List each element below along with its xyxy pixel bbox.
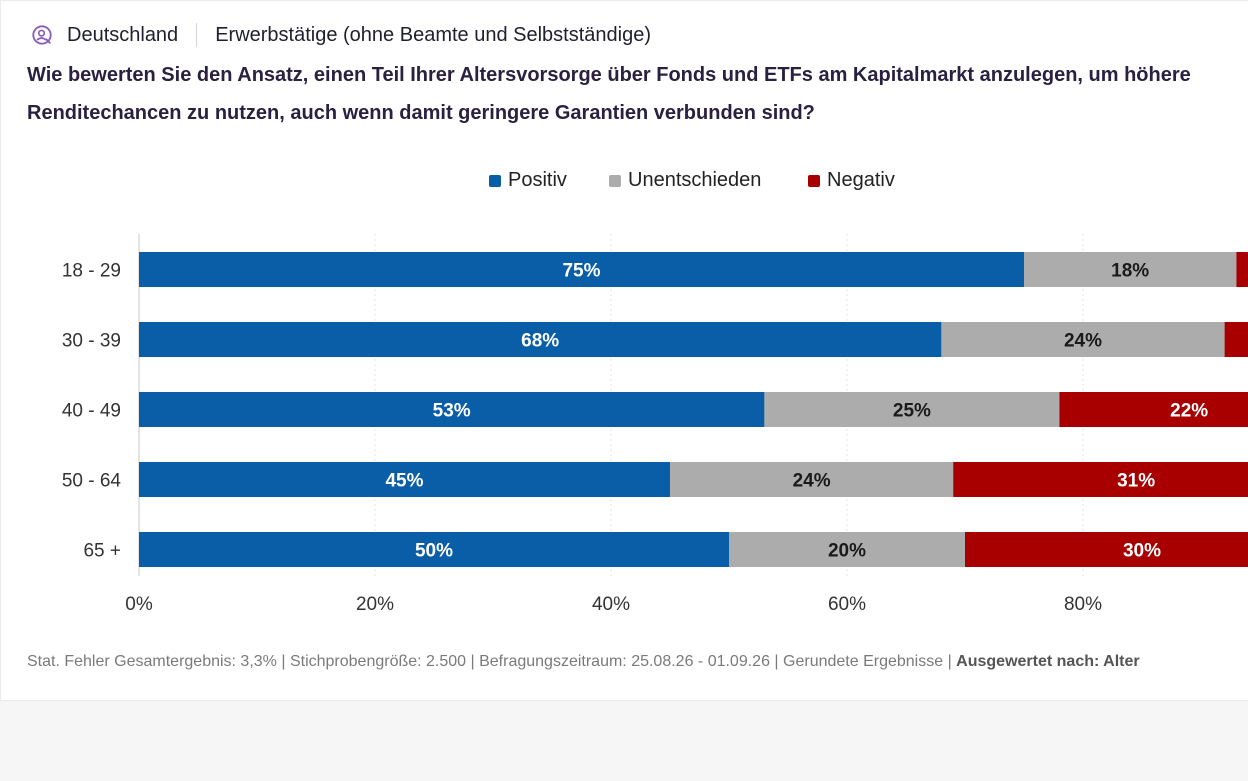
footer-evaluated-by[interactable]: Ausgewertet nach: Alter [956, 653, 1140, 670]
bottom-band [0, 700, 1248, 781]
y-category-label: 30 - 39 [62, 331, 121, 352]
bar-segment-negative [1059, 392, 1248, 427]
bar-segment-negative [1224, 322, 1248, 357]
chart-footer: Stat. Fehler Gesamtergebnis: 3,3% | Stic… [27, 653, 1248, 671]
stacked-bar-chart: 0% 20% 40% 60% 80% 18 - 29 75% 18% 30 - 39 68% 24%… [62, 234, 1248, 615]
bar-segment-negative [953, 462, 1248, 497]
bar-segment-positive [139, 532, 729, 567]
x-tick-label: 40% [592, 594, 630, 615]
bar-segment-undecided [729, 532, 965, 567]
y-category-label: 65 + [83, 541, 121, 562]
legend-swatch-positive [489, 174, 501, 187]
x-tick-label: 20% [356, 594, 394, 615]
y-category-label: 40 - 49 [62, 401, 121, 422]
data-label-undecided: 20% [828, 541, 866, 562]
legend-swatch-negative [808, 174, 820, 187]
bar-segment-positive [139, 252, 1024, 287]
x-tick-label: 0% [125, 594, 153, 615]
bar-segment-undecided [941, 322, 1225, 357]
data-label-positive: 68% [521, 331, 559, 352]
bar-segment-undecided [1024, 252, 1237, 287]
data-label-positive: 53% [433, 401, 471, 422]
bar-segment-positive [139, 322, 942, 357]
legend-item-undecided[interactable]: Unentschieden [609, 169, 761, 192]
legend-swatch-undecided [609, 174, 621, 187]
data-label-positive: 45% [385, 471, 423, 492]
y-category-label: 50 - 64 [62, 471, 122, 492]
data-label-undecided: 24% [1064, 331, 1102, 352]
data-label-positive: 50% [415, 541, 453, 562]
legend-item-negative[interactable]: Negativ [808, 169, 895, 192]
bar-segment-undecided [670, 462, 954, 497]
bar-segment-positive [139, 392, 765, 427]
bar-segment-positive [139, 462, 670, 497]
data-label-undecided: 18% [1111, 261, 1149, 282]
bar-segment-negative [965, 532, 1248, 567]
legend-label-positive: Positiv [508, 169, 567, 191]
legend-label-undecided: Unentschieden [628, 169, 762, 191]
data-label-undecided: 24% [793, 471, 831, 492]
population-filter[interactable]: Erwerbstätige (ohne Beamte und Selbststä… [215, 23, 651, 46]
data-label-negative: 31% [1117, 471, 1155, 492]
y-category-label: 18 - 29 [62, 261, 121, 282]
data-label-negative: 22% [1170, 401, 1208, 422]
data-label-positive: 75% [562, 261, 600, 282]
chart-legend: Positiv Unentschieden Negativ [1, 169, 1248, 197]
legend-item-positive[interactable]: Positiv [489, 169, 567, 192]
user-search-icon [32, 25, 52, 45]
header-bar: Deutschland Erwerbstätige (ohne Beamte u… [31, 21, 651, 49]
country-filter[interactable]: Deutschland [67, 23, 179, 46]
header-divider [196, 23, 198, 47]
data-label-negative: 30% [1123, 541, 1161, 562]
legend-label-negative: Negativ [827, 169, 895, 191]
x-tick-label: 60% [828, 594, 866, 615]
survey-question: Wie bewerten Sie den Ansatz, einen Teil … [27, 64, 1191, 124]
bar-segment-negative [1236, 252, 1248, 287]
footer-stats: Stat. Fehler Gesamtergebnis: 3,3% | Stic… [27, 653, 957, 670]
data-label-undecided: 25% [893, 401, 931, 422]
bar-segment-undecided [764, 392, 1060, 427]
chart-card: Deutschland Erwerbstätige (ohne Beamte u… [0, 0, 1248, 701]
x-tick-label: 80% [1064, 594, 1102, 615]
